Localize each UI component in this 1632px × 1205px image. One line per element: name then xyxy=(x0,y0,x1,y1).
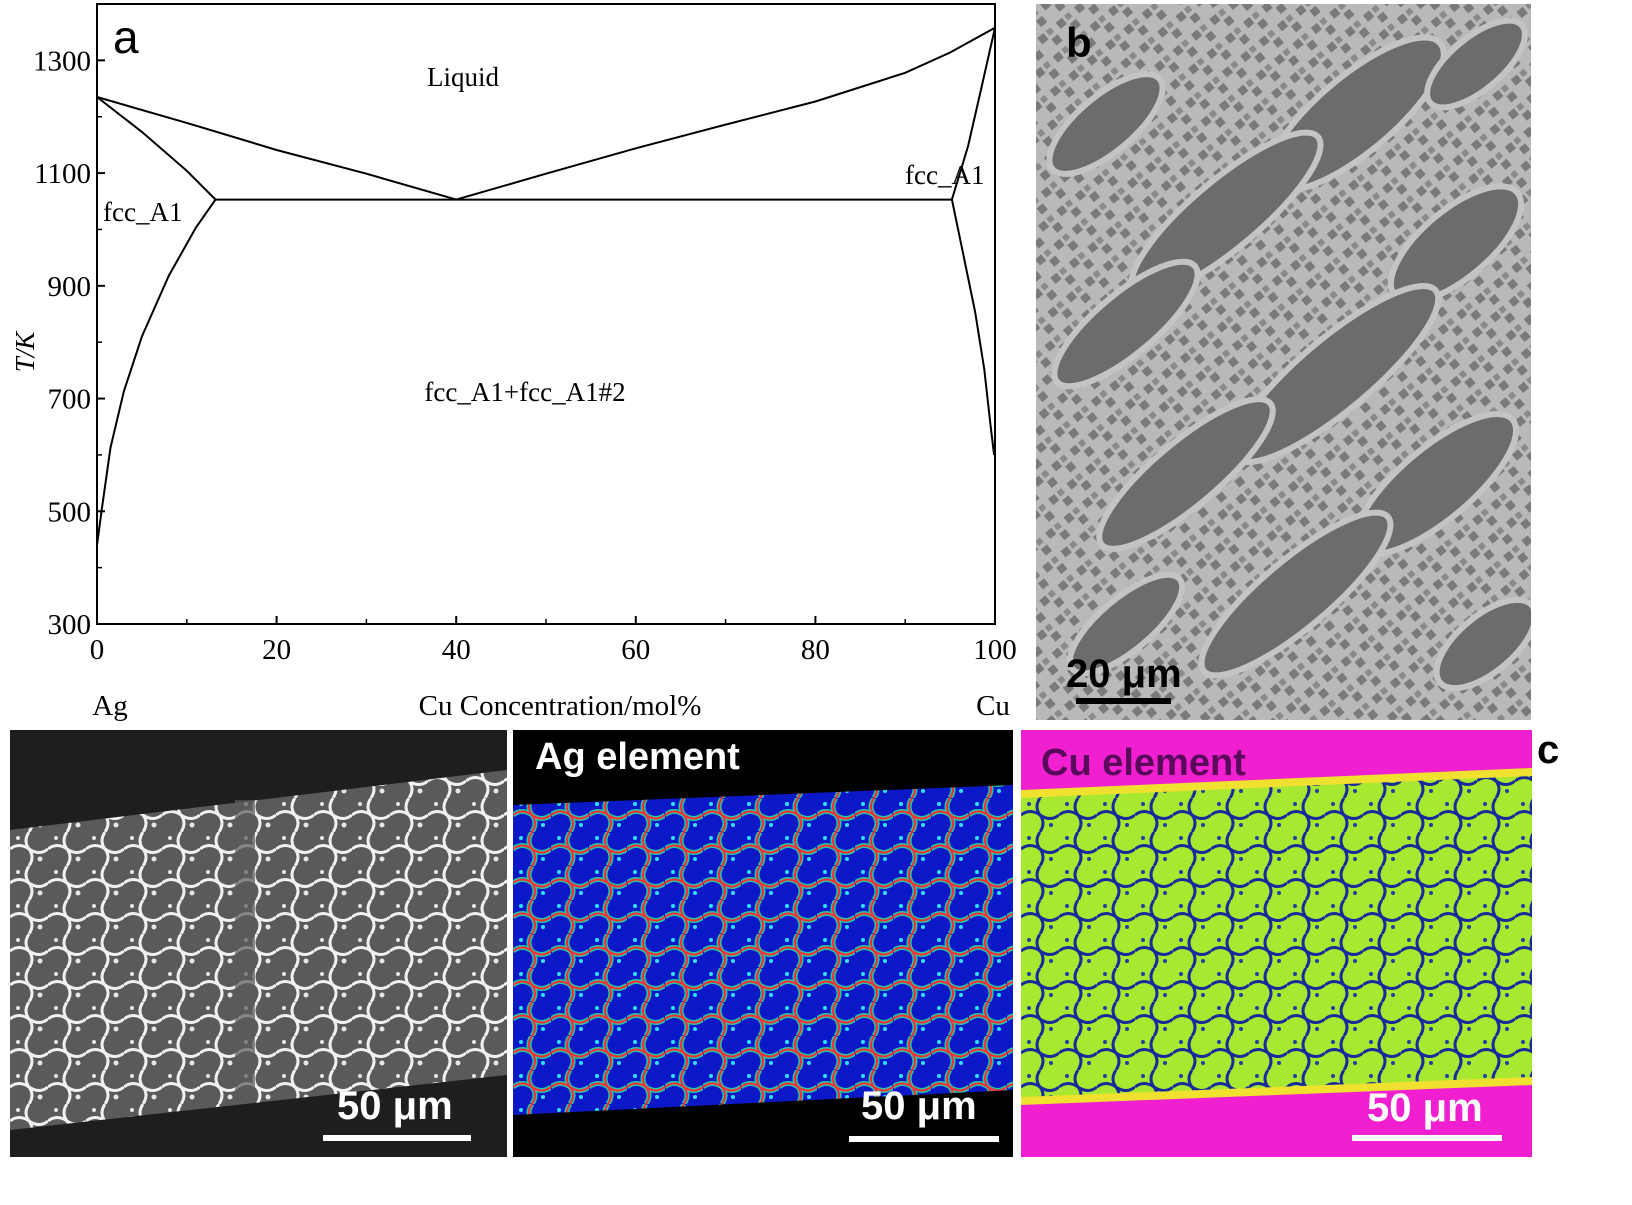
x-axis-ticks: 0 20 40 60 80 100 xyxy=(90,616,1017,666)
x-tick-label: 0 xyxy=(90,634,105,666)
ag-element-map: Ag element 50 μm xyxy=(513,730,1013,1157)
y-tick-label: 500 xyxy=(48,496,92,528)
region-label-liquid: Liquid xyxy=(427,62,499,92)
y-tick-label: 900 xyxy=(48,271,92,303)
panel-letter-a: a xyxy=(113,11,139,63)
y-axis-ticks: 300 500 700 900 1100 1300 xyxy=(33,45,105,641)
scale-bar-ag xyxy=(849,1136,999,1142)
x-axis-label: Cu Concentration/mol% xyxy=(419,690,702,722)
region-label-fcc-left: fcc_A1 xyxy=(103,197,182,227)
y-tick-label: 300 xyxy=(48,609,92,641)
scale-bar-label-b: 20 μm xyxy=(1066,652,1182,696)
scale-bar-sem xyxy=(323,1135,471,1141)
region-label-two-phase: fcc_A1+fcc_A1#2 xyxy=(424,377,625,407)
ag-map-title: Ag element xyxy=(535,736,740,778)
y-tick-label: 700 xyxy=(48,384,92,416)
phase-boundary-0 xyxy=(96,96,457,201)
x-tick-label: 40 xyxy=(442,634,471,666)
left-element-label: Ag xyxy=(92,690,127,722)
scale-bar-cu xyxy=(1352,1135,1502,1141)
x-tick-label: 60 xyxy=(621,634,650,666)
phase-boundary-1 xyxy=(455,26,996,201)
y-tick-label: 1100 xyxy=(34,158,91,190)
phase-boundary-3 xyxy=(950,27,996,200)
phase-boundary-2 xyxy=(96,96,217,201)
y-axis-label: T/K xyxy=(10,330,40,373)
y-tick-label: 1300 xyxy=(33,45,91,77)
plot-frame xyxy=(96,3,996,625)
sem-image-texture xyxy=(10,770,507,1130)
phase-boundary-5 xyxy=(96,199,217,546)
sem-image-c: 50 μm xyxy=(10,730,507,1157)
cu-element-map: Cu element 50 μm xyxy=(1021,730,1532,1157)
cu-map-title: Cu element xyxy=(1041,742,1246,784)
cu-map-texture xyxy=(1021,768,1532,1105)
right-element-label: Cu xyxy=(976,690,1010,722)
ag-map-texture xyxy=(513,785,1013,1115)
phase-diagram-panel: 0 20 40 60 80 100 300 500 700 900 1100 1300 Liquid… xyxy=(0,0,1040,730)
panel-letter-b: b xyxy=(1066,19,1092,66)
scale-bar-label-ag: 50 μm xyxy=(861,1084,977,1128)
micrograph-b-texture xyxy=(1036,4,1531,720)
phase-boundary-6 xyxy=(950,199,996,456)
phase-diagram-chart: 0 20 40 60 80 100 300 500 700 900 1100 1300 Liquid… xyxy=(10,3,1017,722)
scale-bar-b xyxy=(1076,698,1171,704)
x-tick-label: 20 xyxy=(262,634,291,666)
phase-boundary-lines xyxy=(96,26,996,546)
region-label-fcc-right: fcc_A1 xyxy=(905,160,984,190)
scale-bar-label-sem: 50 μm xyxy=(337,1084,453,1128)
scale-bar-label-cu: 50 μm xyxy=(1367,1086,1483,1130)
panel-letter-c: c xyxy=(1537,728,1560,772)
micrograph-b: b 20 μm xyxy=(1036,4,1531,720)
x-tick-label: 100 xyxy=(973,634,1017,666)
x-tick-label: 80 xyxy=(801,634,830,666)
